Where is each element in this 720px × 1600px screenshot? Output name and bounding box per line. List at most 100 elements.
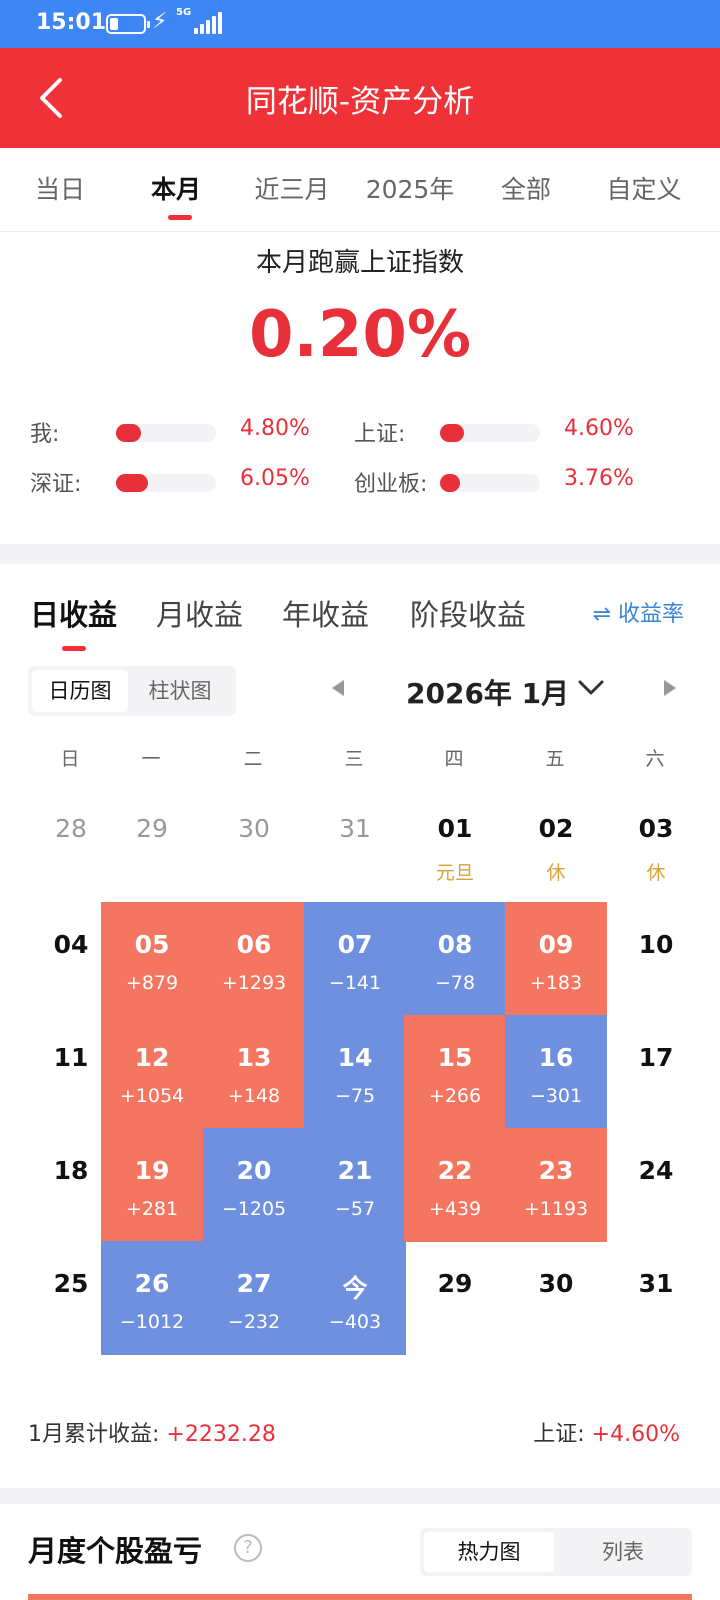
monthly-pl-section: 月度个股盈亏 ? 热力图 列表 bbox=[0, 1504, 720, 1600]
calendar-day[interactable]: 29 bbox=[404, 1241, 506, 1355]
calendar-day[interactable]: 01 元旦 bbox=[404, 786, 506, 886]
month-selector[interactable]: 2026年 1月 bbox=[406, 677, 570, 710]
calendar-day[interactable]: 17 bbox=[605, 1015, 707, 1129]
day-number: 今 bbox=[342, 1274, 368, 1303]
holiday-label: 休 bbox=[546, 862, 566, 884]
calendar-day[interactable]: 18 bbox=[20, 1128, 122, 1242]
weekday-label: 四 bbox=[444, 748, 464, 770]
next-month-button[interactable] bbox=[664, 680, 676, 696]
tab-this-month[interactable]: 本月 bbox=[150, 175, 201, 204]
tab-custom[interactable]: 自定义 bbox=[606, 175, 682, 204]
calendar-day[interactable]: 02 休 bbox=[505, 786, 607, 886]
day-number: 23 bbox=[538, 1156, 574, 1185]
chevron-down-icon[interactable] bbox=[576, 676, 606, 700]
calendar-day[interactable]: 今 −403 bbox=[304, 1241, 406, 1355]
compare-value: 4.80% bbox=[240, 416, 310, 441]
page-title: 同花顺-资产分析 bbox=[245, 84, 475, 120]
day-number: 17 bbox=[638, 1043, 674, 1072]
tab-daily-return[interactable]: 日收益 bbox=[30, 598, 118, 632]
calendar-day[interactable]: 15 +266 bbox=[404, 1015, 506, 1129]
heatmap-preview bbox=[28, 1594, 692, 1600]
day-pnl: +1054 bbox=[119, 1085, 185, 1107]
tab-yearly-return[interactable]: 年收益 bbox=[282, 598, 370, 632]
status-time: 15:01 bbox=[36, 10, 107, 35]
day-number: 13 bbox=[236, 1043, 272, 1072]
calendar-day[interactable]: 05 +879 bbox=[101, 902, 203, 1016]
calendar-day[interactable]: 22 +439 bbox=[404, 1128, 506, 1242]
calendar-day[interactable]: 30 bbox=[505, 1241, 607, 1355]
calendar-day[interactable]: 25 bbox=[20, 1241, 122, 1355]
day-number: 05 bbox=[134, 930, 170, 959]
calendar-day[interactable]: 10 bbox=[605, 902, 707, 1016]
calendar-day[interactable]: 03 休 bbox=[605, 786, 707, 886]
back-button[interactable] bbox=[28, 72, 80, 124]
return-rate-toggle[interactable]: ⇌ 收益率 bbox=[592, 602, 684, 627]
cumulative-value: +2232.28 bbox=[166, 1422, 276, 1447]
calendar-day[interactable]: 31 bbox=[304, 786, 406, 886]
excess-return-value: 0.20% bbox=[248, 298, 472, 372]
compare-bar-fill bbox=[116, 474, 148, 492]
tab-three-months[interactable]: 近三月 bbox=[254, 175, 330, 204]
calendar-day[interactable]: 30 bbox=[203, 786, 305, 886]
calendar-day[interactable]: 09 +183 bbox=[505, 902, 607, 1016]
summary-card: 本月跑赢上证指数 0.20% 我: 4.80% 上证: 4.60% 深证: 6.… bbox=[0, 232, 720, 544]
calendar-day[interactable]: 26 −1012 bbox=[101, 1241, 203, 1355]
battery-icon bbox=[106, 14, 150, 34]
calendar-day[interactable]: 31 bbox=[605, 1241, 707, 1355]
tab-monthly-return[interactable]: 月收益 bbox=[156, 598, 244, 632]
calendar-day[interactable]: 12 +1054 bbox=[101, 1015, 203, 1129]
calendar-day[interactable]: 11 bbox=[20, 1015, 122, 1129]
tab-year-2025[interactable]: 2025年 bbox=[365, 175, 455, 204]
tab-period-return[interactable]: 阶段收益 bbox=[410, 598, 527, 632]
weekday-label: 六 bbox=[645, 748, 665, 770]
calendar-day[interactable]: 16 −301 bbox=[505, 1015, 607, 1129]
tab-all[interactable]: 全部 bbox=[500, 175, 551, 204]
day-pnl: −1205 bbox=[221, 1198, 287, 1220]
calendar-day[interactable]: 29 bbox=[101, 786, 203, 886]
day-number: 27 bbox=[236, 1269, 272, 1298]
day-number: 04 bbox=[53, 930, 89, 959]
day-number: 25 bbox=[53, 1269, 89, 1298]
help-icon[interactable]: ? bbox=[234, 1534, 262, 1562]
day-pnl: +266 bbox=[428, 1085, 482, 1107]
calendar-day[interactable]: 06 +1293 bbox=[203, 902, 305, 1016]
list-button[interactable]: 列表 bbox=[602, 1540, 644, 1564]
weekday-label: 日 bbox=[60, 748, 80, 770]
calendar-day[interactable]: 27 −232 bbox=[203, 1241, 305, 1355]
return-tab-indicator bbox=[62, 646, 86, 651]
compare-value: 4.60% bbox=[564, 416, 634, 441]
day-number: 10 bbox=[638, 930, 674, 959]
calendar-day[interactable]: 07 −141 bbox=[304, 902, 406, 1016]
month-cumulative: 1月累计收益: +2232.28 bbox=[28, 1416, 276, 1448]
day-number: 29 bbox=[136, 814, 168, 843]
calendar-day[interactable]: 14 −75 bbox=[304, 1015, 406, 1129]
calendar-view-button[interactable]: 日历图 bbox=[32, 670, 128, 712]
day-number: 14 bbox=[337, 1043, 373, 1072]
day-number: 31 bbox=[339, 814, 371, 843]
prev-month-button[interactable] bbox=[332, 680, 344, 696]
calendar-day[interactable]: 21 −57 bbox=[304, 1128, 406, 1242]
heatmap-button[interactable]: 热力图 bbox=[424, 1532, 554, 1572]
calendar-day[interactable]: 13 +148 bbox=[203, 1015, 305, 1129]
day-number: 20 bbox=[236, 1156, 272, 1185]
day-number: 01 bbox=[437, 814, 473, 843]
day-number: 15 bbox=[437, 1043, 473, 1072]
tab-today[interactable]: 当日 bbox=[34, 175, 85, 204]
compare-bar bbox=[116, 474, 216, 492]
calendar-day[interactable]: 08 −78 bbox=[404, 902, 506, 1016]
calendar-day[interactable]: 04 bbox=[20, 902, 122, 1016]
calendar-day[interactable]: 23 +1193 bbox=[505, 1128, 607, 1242]
day-pnl: −301 bbox=[529, 1085, 583, 1107]
calendar-day[interactable]: 19 +281 bbox=[101, 1128, 203, 1242]
compare-label: 创业板: bbox=[354, 472, 428, 497]
bar-view-button[interactable]: 柱状图 bbox=[148, 679, 212, 703]
index-return: 上证: +4.60% bbox=[533, 1416, 680, 1448]
day-pnl: +1193 bbox=[523, 1198, 589, 1220]
calendar-day[interactable]: 20 −1205 bbox=[203, 1128, 305, 1242]
calendar-day[interactable]: 28 bbox=[20, 786, 122, 886]
title-bar: 同花顺-资产分析 bbox=[0, 48, 720, 148]
day-number: 02 bbox=[538, 814, 574, 843]
day-pnl: +183 bbox=[529, 972, 583, 994]
calendar-day[interactable]: 24 bbox=[605, 1128, 707, 1242]
summary-headline: 本月跑赢上证指数 bbox=[255, 248, 464, 278]
